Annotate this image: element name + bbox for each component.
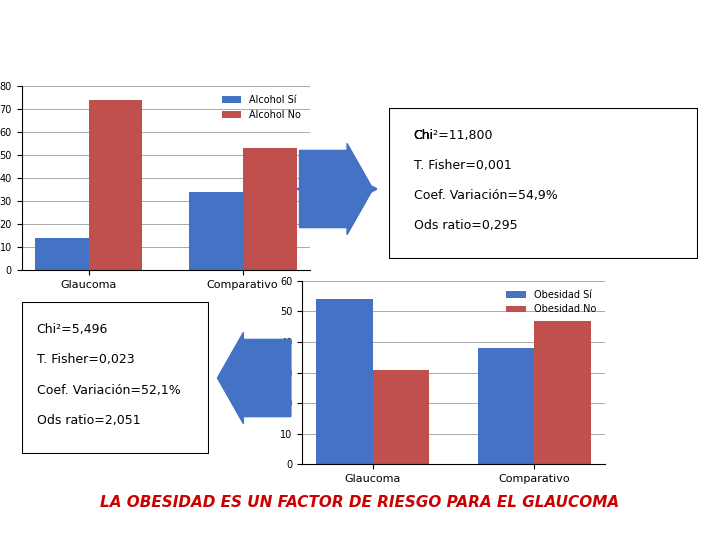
Text: Chi: Chi bbox=[413, 129, 433, 141]
Bar bbox=[373, 369, 429, 464]
Text: Chi: Chi bbox=[413, 129, 433, 141]
Text: Chi²=5,496: Chi²=5,496 bbox=[37, 323, 108, 336]
FancyArrow shape bbox=[217, 332, 291, 423]
Legend: Obesidad Sí, Obesidad No: Obesidad Sí, Obesidad No bbox=[503, 286, 600, 318]
Text: Coef. Variación=54,9%: Coef. Variación=54,9% bbox=[413, 189, 557, 202]
Bar bbox=[35, 238, 89, 270]
Text: Biomarcadores de estrés oxidativo y estilo de vida en pacientes con Glaucoma: Biomarcadores de estrés oxidativo y esti… bbox=[99, 11, 621, 24]
Text: Ods ratio=2,051: Ods ratio=2,051 bbox=[37, 414, 140, 427]
Text: RESULTADOS: distribución de frecuencias variables categóricas: RESULTADOS: distribución de frecuencias … bbox=[40, 49, 680, 68]
Text: T. Fisher=0,023: T. Fisher=0,023 bbox=[37, 353, 134, 366]
Bar bbox=[534, 321, 591, 464]
Text: T. Fisher=0,001: T. Fisher=0,001 bbox=[413, 159, 511, 172]
Bar bbox=[316, 299, 373, 464]
Text: Ods ratio=0,295: Ods ratio=0,295 bbox=[413, 219, 517, 232]
Bar bbox=[89, 100, 143, 270]
Bar bbox=[243, 148, 297, 270]
Text: Coef. Variación=52,1%: Coef. Variación=52,1% bbox=[37, 383, 180, 396]
FancyArrow shape bbox=[300, 143, 373, 234]
Legend: Alcohol Sí, Alcohol No: Alcohol Sí, Alcohol No bbox=[218, 91, 305, 124]
Bar bbox=[189, 192, 243, 270]
Bar bbox=[478, 348, 534, 464]
Text: Chi²=11,800: Chi²=11,800 bbox=[413, 129, 493, 141]
Text: LA OBESIDAD ES UN FACTOR DE RIESGO PARA EL GLAUCOMA: LA OBESIDAD ES UN FACTOR DE RIESGO PARA … bbox=[100, 495, 620, 510]
